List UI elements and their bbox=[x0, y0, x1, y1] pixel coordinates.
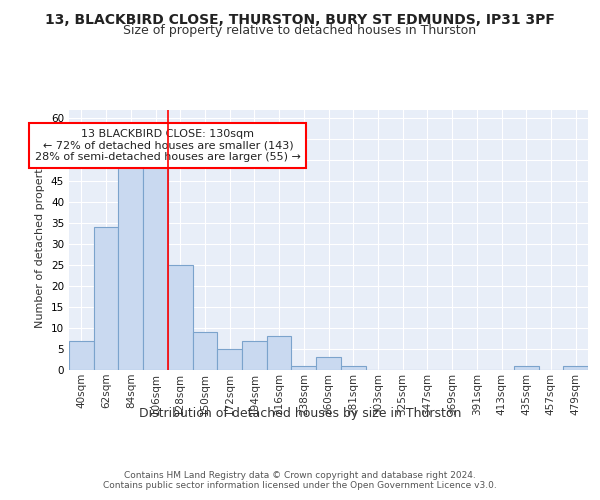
Text: Size of property relative to detached houses in Thurston: Size of property relative to detached ho… bbox=[124, 24, 476, 37]
Text: Distribution of detached houses by size in Thurston: Distribution of detached houses by size … bbox=[139, 408, 461, 420]
Bar bbox=[292, 366, 316, 370]
Bar bbox=[217, 349, 242, 370]
Bar bbox=[341, 366, 365, 370]
Text: Contains HM Land Registry data © Crown copyright and database right 2024.
Contai: Contains HM Land Registry data © Crown c… bbox=[103, 470, 497, 490]
Text: 13, BLACKBIRD CLOSE, THURSTON, BURY ST EDMUNDS, IP31 3PF: 13, BLACKBIRD CLOSE, THURSTON, BURY ST E… bbox=[45, 12, 555, 26]
Bar bbox=[193, 332, 217, 370]
Bar bbox=[168, 265, 193, 370]
Y-axis label: Number of detached properties: Number of detached properties bbox=[35, 152, 46, 328]
Bar bbox=[242, 340, 267, 370]
Bar bbox=[514, 366, 539, 370]
Bar bbox=[118, 164, 143, 370]
Bar bbox=[94, 228, 118, 370]
Bar bbox=[69, 340, 94, 370]
Bar bbox=[267, 336, 292, 370]
Bar bbox=[563, 366, 588, 370]
Bar bbox=[316, 358, 341, 370]
Text: 13 BLACKBIRD CLOSE: 130sqm
← 72% of detached houses are smaller (143)
28% of sem: 13 BLACKBIRD CLOSE: 130sqm ← 72% of deta… bbox=[35, 129, 301, 162]
Bar bbox=[143, 164, 168, 370]
